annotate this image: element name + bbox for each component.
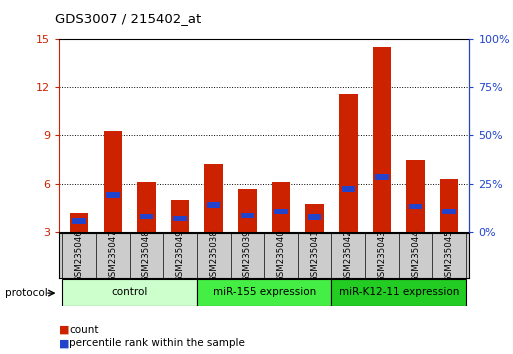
Bar: [197, 279, 331, 306]
Bar: [372, 47, 391, 232]
Text: GSM235045: GSM235045: [445, 229, 453, 282]
Text: miR-155 expression: miR-155 expression: [212, 287, 316, 297]
Bar: [375, 174, 389, 181]
Bar: [140, 214, 153, 219]
Bar: [241, 212, 254, 218]
Text: GSM235040: GSM235040: [277, 229, 286, 282]
Bar: [173, 216, 187, 221]
Text: GSM235038: GSM235038: [209, 229, 218, 282]
Text: protocol: protocol: [5, 288, 48, 298]
Text: GSM235046: GSM235046: [75, 229, 84, 282]
Bar: [137, 182, 156, 232]
Bar: [342, 186, 355, 192]
Bar: [274, 209, 288, 214]
Bar: [331, 279, 466, 306]
Text: GSM235048: GSM235048: [142, 229, 151, 282]
Text: GDS3007 / 215402_at: GDS3007 / 215402_at: [55, 12, 202, 25]
Text: GSM235042: GSM235042: [344, 229, 353, 282]
Bar: [409, 204, 422, 209]
Text: miR-K12-11 expression: miR-K12-11 expression: [339, 287, 459, 297]
Bar: [406, 160, 425, 232]
Bar: [70, 212, 88, 232]
Bar: [308, 214, 321, 220]
Bar: [440, 179, 459, 232]
Bar: [104, 131, 122, 232]
Bar: [305, 204, 324, 232]
Bar: [443, 209, 456, 214]
Bar: [238, 189, 256, 232]
Text: GSM235039: GSM235039: [243, 229, 252, 281]
Bar: [106, 193, 120, 198]
Text: GSM235043: GSM235043: [378, 229, 386, 282]
Bar: [171, 200, 189, 232]
Text: control: control: [111, 287, 148, 297]
Bar: [272, 182, 290, 232]
Text: GSM235047: GSM235047: [108, 229, 117, 282]
Text: count: count: [69, 325, 99, 335]
Bar: [339, 93, 358, 232]
Text: ■: ■: [59, 338, 69, 348]
Bar: [205, 164, 223, 232]
Bar: [72, 218, 86, 224]
Text: ■: ■: [59, 325, 69, 335]
Text: GSM235044: GSM235044: [411, 229, 420, 282]
Bar: [63, 279, 197, 306]
Text: GSM235049: GSM235049: [175, 229, 185, 281]
Bar: [207, 202, 221, 208]
Text: percentile rank within the sample: percentile rank within the sample: [69, 338, 245, 348]
Text: GSM235041: GSM235041: [310, 229, 319, 282]
